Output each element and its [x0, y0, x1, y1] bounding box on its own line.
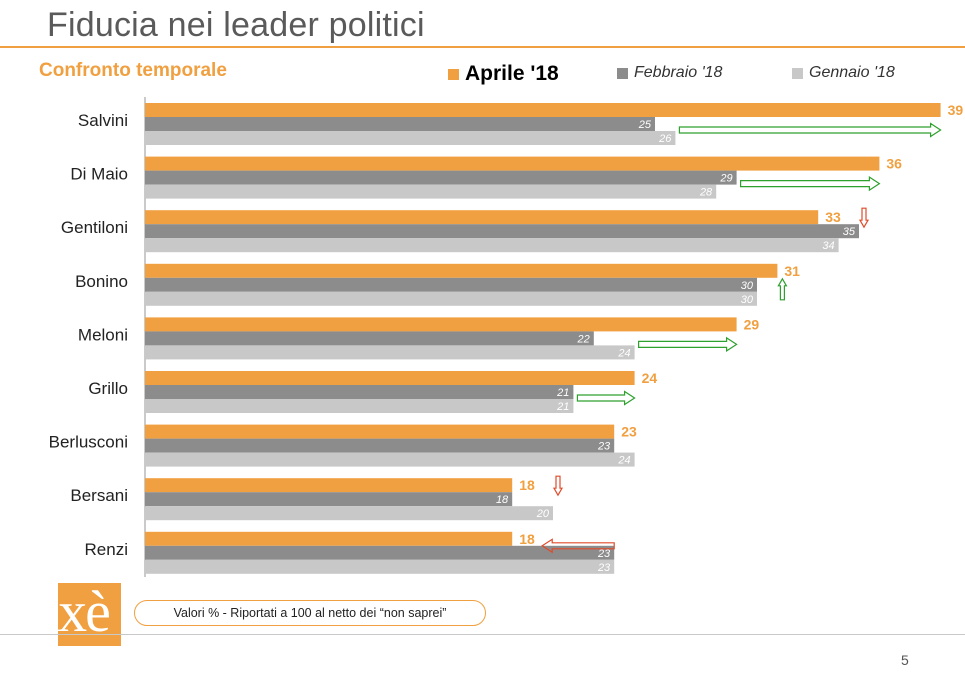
- legend-swatch-gen: [792, 67, 803, 79]
- bar-di-maio-gen: [145, 184, 717, 199]
- value-label-meloni-gen: 24: [617, 347, 630, 359]
- bar-meloni-apr: [145, 317, 737, 332]
- bar-bonino-feb: [145, 277, 757, 292]
- value-label-grillo-gen: 21: [556, 401, 569, 413]
- category-label-grillo: Grillo: [88, 379, 128, 398]
- value-label-meloni-apr: 29: [744, 316, 760, 332]
- value-label-berlusconi-feb: 23: [597, 441, 611, 453]
- bar-berlusconi-feb: [145, 438, 615, 453]
- value-label-renzi-gen: 23: [597, 562, 611, 574]
- bar-renzi-feb: [145, 545, 615, 560]
- bar-renzi-apr: [145, 531, 513, 546]
- value-label-salvini-feb: 25: [638, 119, 652, 131]
- value-label-renzi-apr: 18: [519, 531, 535, 547]
- value-label-berlusconi-gen: 24: [617, 455, 630, 467]
- value-label-salvini-gen: 26: [658, 133, 672, 145]
- bar-gentiloni-apr: [145, 210, 819, 225]
- legend-swatch-apr: [448, 68, 459, 80]
- value-label-meloni-feb: 22: [577, 333, 590, 345]
- value-label-bonino-gen: 30: [741, 294, 754, 306]
- bar-di-maio-apr: [145, 156, 880, 171]
- bar-bonino-gen: [145, 291, 757, 306]
- bar-berlusconi-gen: [145, 452, 635, 467]
- logo: ixè: [44, 579, 111, 644]
- bar-renzi-gen: [145, 559, 615, 574]
- logo-box: [58, 583, 121, 646]
- legend-item-gen: Gennaio '18: [792, 64, 895, 82]
- bar-bersani-apr: [145, 478, 513, 493]
- page-title: Fiducia nei leader politici: [47, 6, 425, 44]
- value-label-bersani-gen: 20: [536, 508, 550, 520]
- category-label-di-maio: Di Maio: [70, 165, 128, 184]
- bar-salvini-gen: [145, 131, 676, 145]
- bar-bersani-gen: [145, 506, 553, 521]
- value-label-bonino-apr: 31: [784, 263, 800, 279]
- category-label-bonino: Bonino: [75, 272, 128, 291]
- bar-grillo-feb: [145, 385, 574, 399]
- bar-di-maio-feb: [145, 170, 737, 185]
- value-label-di-maio-apr: 36: [886, 156, 902, 172]
- category-label-renzi: Renzi: [85, 540, 128, 559]
- bar-berlusconi-apr: [145, 424, 615, 439]
- page-number: 5: [901, 652, 909, 668]
- chart-subtitle: Confronto temporale: [39, 60, 227, 81]
- legend-label-feb: Febbraio '18: [634, 64, 723, 81]
- value-label-di-maio-feb: 29: [719, 173, 732, 185]
- trend-arrow-meloni-up: [638, 336, 738, 353]
- note-pill: Valori % - Riportati a 100 al netto dei …: [134, 600, 486, 626]
- value-label-grillo-feb: 21: [556, 387, 569, 399]
- legend-label-apr: Aprile '18: [465, 62, 559, 85]
- bar-gentiloni-feb: [145, 224, 859, 239]
- trend-arrow-salvini-up: [678, 122, 942, 138]
- value-label-berlusconi-apr: 23: [621, 424, 637, 440]
- value-label-di-maio-gen: 28: [699, 187, 713, 199]
- legend-label-gen: Gennaio '18: [809, 64, 895, 81]
- value-label-salvini-apr: 39: [948, 102, 964, 118]
- value-label-bonino-feb: 30: [741, 280, 754, 292]
- value-label-bersani-feb: 18: [496, 494, 509, 506]
- bar-grillo-gen: [145, 399, 574, 413]
- value-label-gentiloni-apr: 33: [825, 209, 841, 225]
- value-label-bersani-apr: 18: [519, 477, 535, 493]
- bar-meloni-gen: [145, 345, 635, 360]
- trend-arrow-bonino-up: [777, 277, 788, 301]
- legend-item-feb: Febbraio '18: [617, 64, 722, 82]
- category-label-berlusconi: Berlusconi: [49, 433, 128, 452]
- bar-bersani-feb: [145, 492, 513, 507]
- legend-swatch-feb: [617, 67, 628, 79]
- trend-arrow-gentiloni-down: [858, 207, 870, 229]
- legend-item-apr: Aprile '18: [448, 62, 559, 86]
- trend-arrow-renzi-down: [541, 538, 615, 554]
- category-label-gentiloni: Gentiloni: [61, 218, 128, 237]
- category-label-bersani: Bersani: [70, 486, 128, 505]
- bar-meloni-feb: [145, 331, 594, 346]
- trend-arrow-di-maio-up: [740, 175, 881, 192]
- bar-salvini-feb: [145, 117, 655, 131]
- value-label-renzi-feb: 23: [597, 548, 611, 560]
- trend-arrow-bersani-down: [552, 475, 564, 497]
- bar-bonino-apr: [145, 263, 778, 278]
- value-label-grillo-apr: 24: [642, 370, 658, 386]
- bar-salvini-apr: [145, 103, 941, 117]
- trend-arrow-grillo-up: [576, 390, 636, 406]
- footer-divider: [0, 634, 965, 635]
- title-divider: [0, 46, 965, 48]
- bar-grillo-apr: [145, 371, 635, 385]
- bar-gentiloni-gen: [145, 238, 839, 253]
- value-label-gentiloni-feb: 35: [843, 226, 856, 238]
- category-label-meloni: Meloni: [78, 325, 128, 344]
- value-label-gentiloni-gen: 34: [822, 240, 834, 252]
- category-label-salvini: Salvini: [78, 111, 128, 130]
